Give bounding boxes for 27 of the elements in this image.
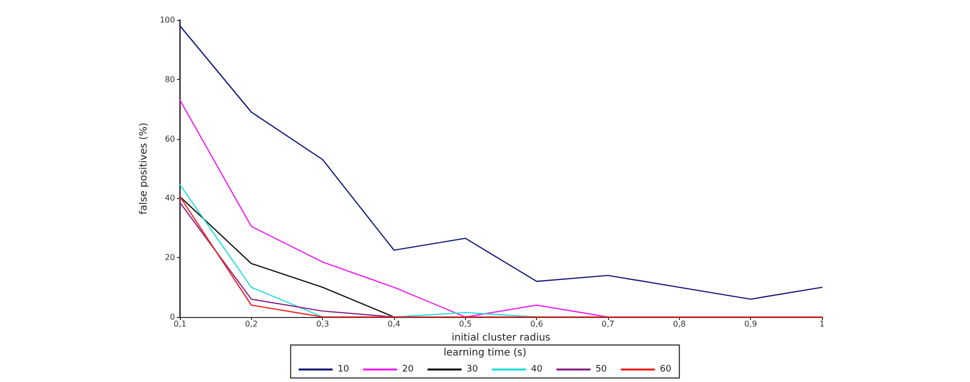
legend-label: 60 xyxy=(660,364,672,374)
x-tick-label: 1 xyxy=(819,320,825,328)
x-tick-label: 0,8 xyxy=(672,320,686,328)
y-tick-label: 40 xyxy=(164,194,175,203)
y-tick-label: 20 xyxy=(164,253,175,262)
x-tick-label: 0,7 xyxy=(602,320,614,328)
legend-label: 30 xyxy=(466,364,478,374)
legend-label: 40 xyxy=(531,364,543,374)
legend-title: learning time (s) xyxy=(444,348,526,358)
legend-label: 10 xyxy=(338,364,350,374)
y-tick-label: 0 xyxy=(170,312,175,322)
y-tick-label: 100 xyxy=(160,16,175,24)
y-axis-title: false positives (%) xyxy=(138,122,150,214)
x-tick-label: 0,4 xyxy=(388,320,400,328)
line-series xyxy=(179,100,609,318)
x-tick-label: 0,6 xyxy=(530,320,544,328)
x-tick-label: 0,9 xyxy=(744,320,758,328)
legend-label: 20 xyxy=(402,364,414,374)
legend-label: 50 xyxy=(595,364,608,374)
x-tick-label: 0,3 xyxy=(316,320,330,328)
line-series xyxy=(179,25,823,300)
y-tick-label: 80 xyxy=(164,74,175,84)
x-tick-label: 0,5 xyxy=(458,320,472,328)
y-tick-label: 60 xyxy=(164,134,175,144)
x-axis-title: initial cluster radius xyxy=(452,332,550,344)
x-tick-label: 0,2 xyxy=(244,320,258,328)
x-tick-label: 0,1 xyxy=(174,320,186,328)
